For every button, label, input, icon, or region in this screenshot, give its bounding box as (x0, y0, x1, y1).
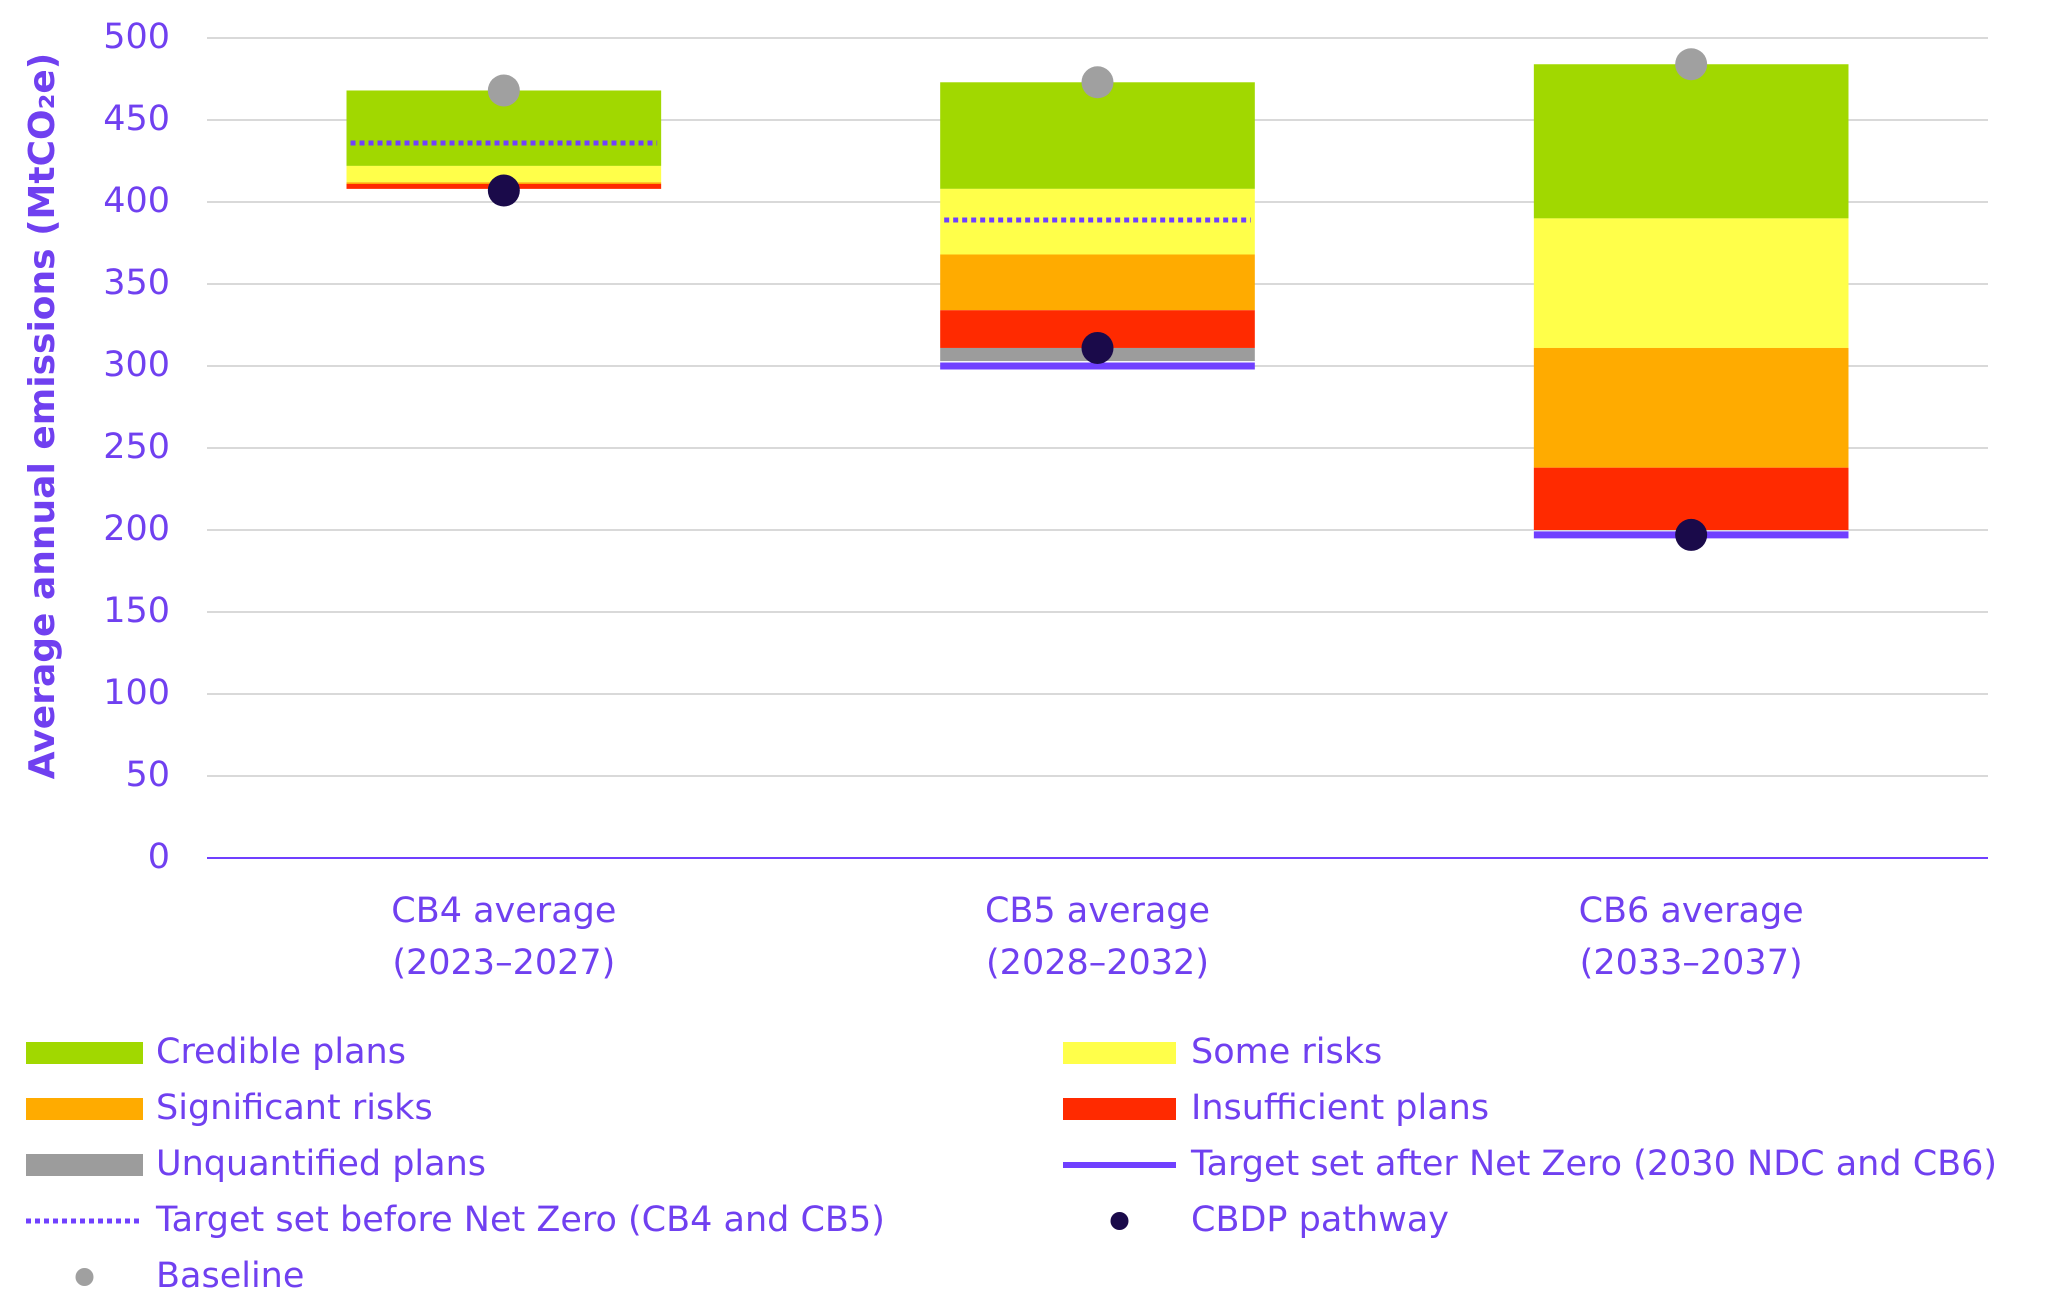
legend-label: Insufficient plans (1191, 1088, 1489, 1128)
legend-label: Target set before Net Zero (CB4 and CB5) (155, 1200, 885, 1240)
legend-swatch (1063, 1042, 1176, 1064)
y-tick-label: 350 (103, 263, 170, 303)
bar-segment (346, 165, 662, 183)
legend-label: Some risks (1191, 1032, 1382, 1072)
legend-label: Baseline (156, 1256, 304, 1296)
legend-swatch (26, 1098, 143, 1120)
x-tick-label: (2033–2037) (1580, 943, 1803, 983)
legend-swatch (75, 1268, 94, 1286)
point (487, 74, 520, 107)
legend-label: Credible plans (156, 1032, 406, 1072)
x-tick-label: CB5 average (985, 891, 1210, 931)
legend-label: Unquantified plans (156, 1144, 486, 1184)
x-tick-label: CB6 average (1579, 891, 1804, 931)
point (1675, 48, 1708, 81)
y-axis-label: Average annual emissions (MtCO₂e) (22, 53, 63, 780)
y-tick-label: 200 (103, 509, 170, 549)
legend-label: CBDP pathway (1191, 1200, 1449, 1240)
y-tick-label: 250 (103, 427, 170, 467)
point (1081, 66, 1114, 99)
point (1081, 331, 1114, 364)
bar-segment (940, 82, 1255, 189)
bar-segment (1533, 64, 1849, 219)
y-tick-label: 400 (103, 181, 170, 221)
y-tick-label: 0 (148, 837, 170, 877)
y-tick-label: 150 (103, 591, 170, 631)
legend-label: Target set after Net Zero (2030 NDC and … (1190, 1144, 1997, 1184)
x-tick-label: (2028–2032) (986, 943, 1209, 983)
legend-swatch (1063, 1098, 1176, 1120)
bar-segment (1533, 347, 1849, 468)
y-tick-label: 300 (103, 345, 170, 385)
x-tick-label: (2023–2027) (392, 943, 615, 983)
legend-label: Significant risks (156, 1088, 433, 1128)
bar-segment (940, 254, 1255, 311)
legend-swatch (26, 1154, 143, 1176)
point (1675, 518, 1708, 551)
y-tick-label: 500 (103, 17, 170, 57)
y-tick-label: 50 (125, 755, 170, 795)
y-tick-label: 450 (103, 99, 170, 139)
bar-segment (1533, 218, 1849, 348)
point (487, 174, 520, 207)
legend-swatch (26, 1042, 143, 1064)
legend-swatch (1110, 1212, 1129, 1230)
x-tick-label: CB4 average (391, 891, 616, 931)
y-tick-label: 100 (103, 673, 170, 713)
